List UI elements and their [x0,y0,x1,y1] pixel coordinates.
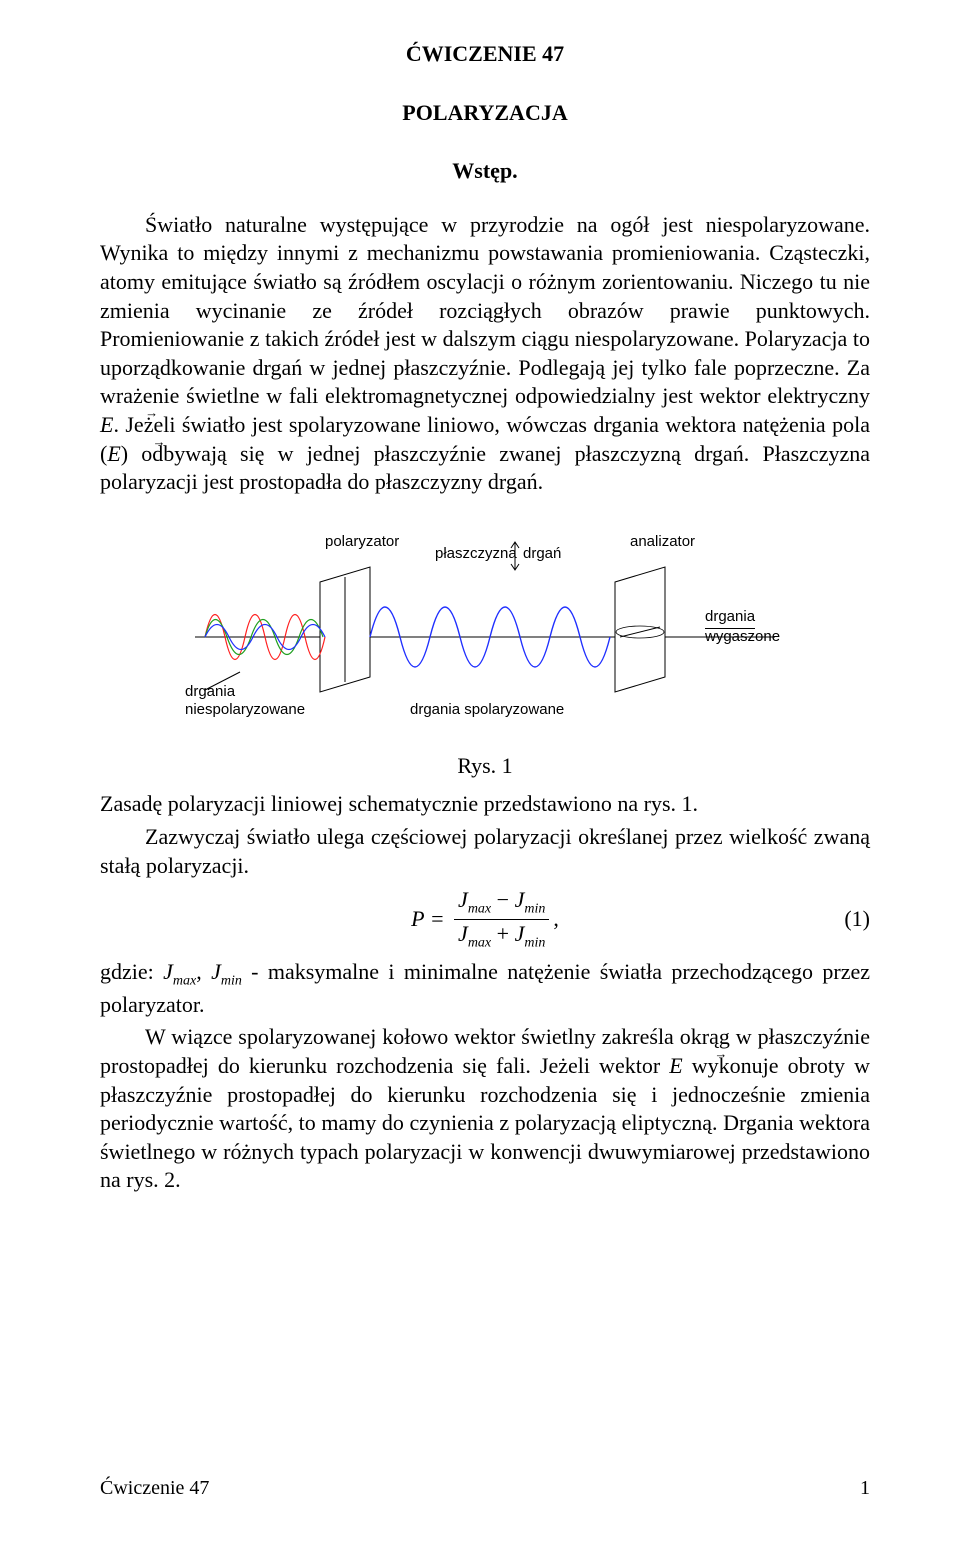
label-polaryzator: polaryzator [325,532,399,552]
den-plus: + [491,921,514,946]
para4-comma: , [196,959,211,984]
vector-E-2: E [107,441,120,466]
equation-number: (1) [844,905,870,934]
formula-lhs: P = [411,905,444,934]
para4-J1: J [163,959,173,984]
num-J1: J [458,887,468,912]
paragraph-1: Światło naturalne występujące w przyrodz… [100,211,870,497]
paragraph-3: Zazwyczaj światło ulega częściowej polar… [100,823,870,880]
footer-page-number: 1 [860,1475,870,1501]
exercise-title: ĆWICZENIE 47 [100,40,870,69]
document-subtitle: POLARYZACJA [100,99,870,128]
paragraph-2: Zasadę polaryzacji liniowej schematyczni… [100,790,870,819]
formula-trail: , [553,905,559,934]
paragraph-4: gdzie: Jmax, Jmin - maksymalne i minimal… [100,958,870,1019]
diagram-polarization: polaryzator płaszczyzna drgań analizator… [185,522,785,722]
label-analizator: analizator [630,532,695,552]
para4-J1-sub: max [173,974,196,989]
para1-text-c: ) odbywają się w jednej płaszczyźnie zwa… [100,441,870,495]
label-niespolaryzowane: niespolaryzowane [185,700,305,720]
den-J2: J [515,921,525,946]
para4-J2-sub: min [221,974,242,989]
label-plaszczyzna: płaszczyzna [435,544,517,564]
figure-1: polaryzator płaszczyzna drgań analizator… [100,522,870,781]
label-drgania-left: drgania [185,682,235,702]
den-J1-sub: max [468,935,491,950]
num-minus: − [491,887,514,912]
label-wygaszone: wygaszone [705,627,780,647]
formula-fraction: Jmax − Jmin Jmax + Jmin [450,886,553,952]
section-heading: Wstęp. [100,157,870,186]
label-drgan: drgań [523,544,561,564]
label-drgania-spolaryzowane: drgania spolaryzowane [410,700,564,720]
num-J2-sub: min [524,901,545,916]
page-footer: Ćwiczenie 47 1 [100,1475,870,1501]
formula-numerator: Jmax − Jmin [454,886,549,920]
num-J2: J [515,887,525,912]
den-J2-sub: min [524,935,545,950]
page: ĆWICZENIE 47 POLARYZACJA Wstęp. Światło … [0,0,960,1541]
figure-caption: Rys. 1 [100,752,870,781]
paragraph-5: W wiązce spolaryzowanej kołowo wektor św… [100,1023,870,1195]
den-J1: J [458,921,468,946]
vector-E-3: E [669,1053,682,1078]
footer-left: Ćwiczenie 47 [100,1475,209,1501]
formula-1: P = Jmax − Jmin Jmax + Jmin , (1) [100,886,870,952]
para4-pre: gdzie: [100,959,163,984]
num-J1-sub: max [468,901,491,916]
para4-J2: J [211,959,221,984]
para1-text-a: Światło naturalne występujące w przyrodz… [100,212,870,409]
formula-denominator: Jmax + Jmin [454,920,549,953]
